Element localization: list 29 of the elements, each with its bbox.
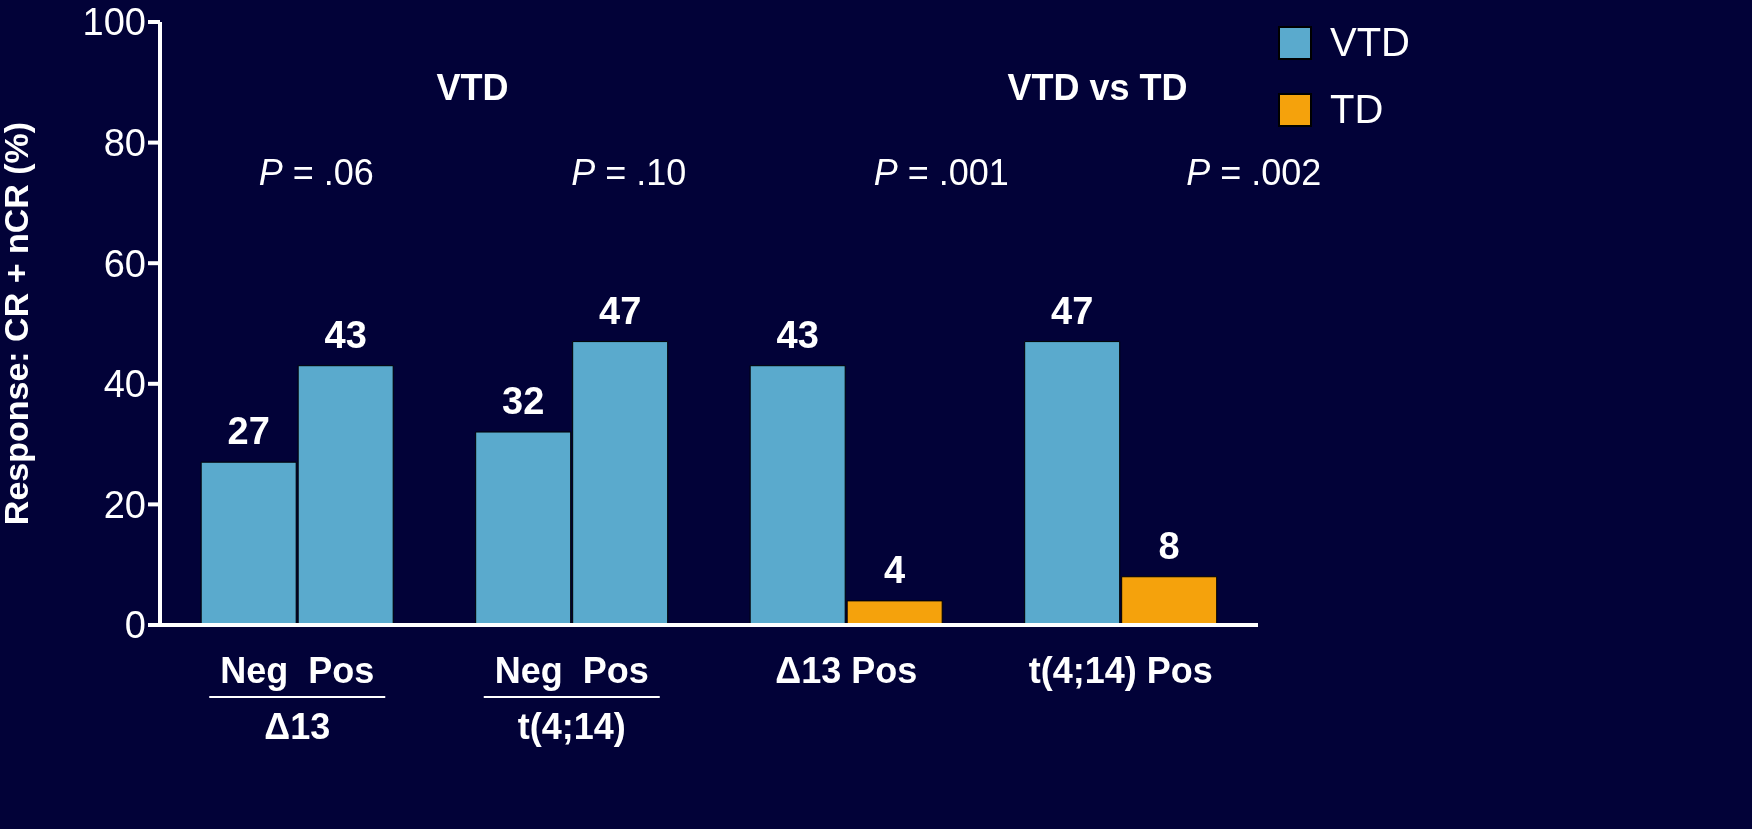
y-tick-label: 80 xyxy=(103,122,146,165)
data-label: 47 xyxy=(599,289,642,332)
x-tick-label: Neg Pos xyxy=(220,650,375,691)
data-label: 43 xyxy=(324,313,367,356)
y-tick-label: 60 xyxy=(103,242,146,285)
x-tick-label: Δ13 Pos xyxy=(775,650,918,691)
data-label: 4 xyxy=(884,548,906,591)
y-tick-label: 100 xyxy=(82,1,146,44)
annotation: VTD xyxy=(436,67,509,109)
x-tick-label: Neg Pos xyxy=(494,650,649,691)
y-tick-label: 20 xyxy=(103,483,146,526)
annotation: P = .002 xyxy=(1186,151,1322,193)
x-tick-label: t(4;14) Pos xyxy=(1028,650,1213,691)
legend-label: VTD xyxy=(1330,20,1410,65)
data-label: 43 xyxy=(776,313,819,356)
legend-label: TD xyxy=(1330,87,1384,132)
y-axis-title: Response: CR + nCR (%) xyxy=(0,121,36,526)
annotation: VTD vs TD xyxy=(1007,67,1188,109)
text: t(4;14) xyxy=(517,706,626,747)
annotation: P = .06 xyxy=(258,151,374,193)
annotation: P = .10 xyxy=(571,151,687,193)
data-label: 47 xyxy=(1051,289,1094,332)
data-label: 27 xyxy=(227,410,270,453)
text: Δ13 xyxy=(264,706,331,747)
data-label: 8 xyxy=(1158,524,1180,567)
annotation: P = .001 xyxy=(873,151,1009,193)
data-label: 32 xyxy=(502,380,545,423)
y-tick-label: 40 xyxy=(103,363,146,406)
y-tick-label: 0 xyxy=(124,604,146,647)
